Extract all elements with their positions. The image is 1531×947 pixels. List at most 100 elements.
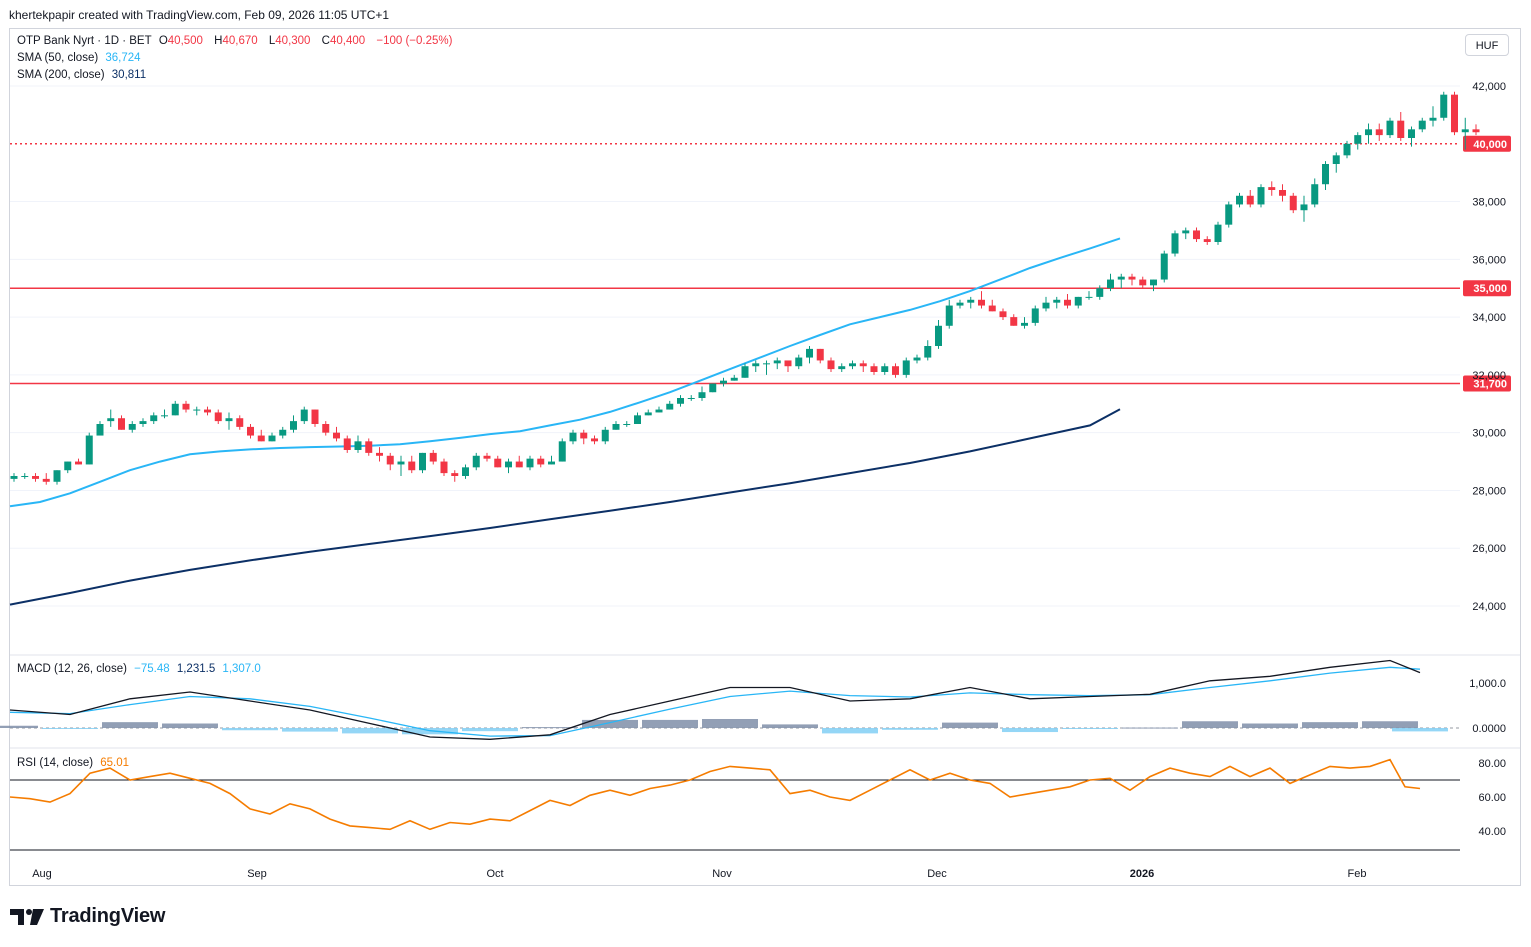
candle-body (193, 409, 201, 411)
macd-histogram-bar (462, 728, 518, 732)
candle-body (472, 455, 480, 468)
candle (795, 354, 803, 370)
candle (1182, 227, 1190, 240)
candle (558, 438, 566, 462)
symbol-legend: OTP Bank Nyrt · 1D · BET O40,500 H40,670… (17, 35, 456, 47)
macd-signal-value: 1,307.0 (222, 663, 261, 675)
candle (376, 447, 383, 462)
macd-legend[interactable]: MACD (12, 26, close) −75.48 1,231.5 1,30… (17, 663, 265, 675)
candle-body (1246, 195, 1254, 205)
candle (730, 374, 738, 381)
candle-body (988, 305, 996, 312)
macd-histogram-bar (1182, 721, 1238, 728)
candle (773, 357, 781, 370)
candle (1429, 106, 1437, 127)
candle (806, 346, 813, 364)
candle (451, 470, 459, 482)
sma200-line (9, 408, 1121, 606)
candle-body (290, 421, 297, 430)
candle-body (139, 421, 147, 424)
candle (204, 406, 211, 416)
candle (687, 395, 695, 401)
candle (741, 363, 749, 378)
candle (752, 360, 760, 372)
candle (182, 400, 190, 413)
sma200-label: SMA (200, close) (17, 69, 105, 81)
candle-body (1451, 94, 1458, 133)
candle-body (225, 418, 233, 422)
candle-body (408, 461, 416, 471)
candle (1150, 279, 1157, 292)
rsi-legend[interactable]: RSI (14, close) 65.01 (17, 757, 133, 769)
candle-body (236, 418, 244, 427)
price-tick-label: 28,000 (1472, 485, 1506, 497)
price-tick-label: 24,000 (1472, 601, 1506, 613)
candle (161, 409, 168, 419)
candle-body (429, 452, 437, 462)
candle-body (1150, 279, 1157, 286)
macd-histogram-bar (282, 728, 338, 732)
candle (935, 320, 942, 349)
candle-body (505, 461, 512, 468)
candle (1107, 273, 1114, 292)
sma50-series (9, 237, 1121, 508)
macd-label: MACD (12, 26, close) (17, 663, 127, 675)
candle-body (333, 432, 340, 439)
candle-body (655, 409, 663, 413)
candle (967, 296, 975, 309)
candle (1408, 126, 1415, 147)
candle-body (376, 452, 383, 456)
candle-body (956, 302, 964, 306)
candle (225, 412, 233, 430)
candle-body (634, 415, 641, 424)
macd-histogram-bar (942, 722, 998, 728)
candle (666, 400, 674, 410)
currency-button[interactable]: HUF (1465, 34, 1509, 56)
candle (1322, 161, 1329, 190)
candle (247, 424, 254, 439)
candle (1343, 140, 1351, 159)
candle-body (1031, 308, 1039, 323)
price-tick-label: 36,000 (1472, 254, 1506, 266)
candle (419, 452, 426, 474)
candle-body (257, 435, 265, 442)
price-tick-label: 26,000 (1472, 543, 1506, 555)
candle (42, 473, 50, 485)
candle-body (1117, 276, 1125, 280)
candle-body (161, 415, 168, 417)
candle-body (1010, 317, 1018, 326)
symbol-title[interactable]: OTP Bank Nyrt · 1D · BET (17, 35, 152, 47)
rsi-label: RSI (14, close) (17, 757, 94, 769)
candle (634, 412, 641, 424)
time-tick-label: Nov (712, 868, 732, 880)
price-tick-label: 42,000 (1472, 81, 1506, 93)
candle (1311, 178, 1319, 208)
candle-body (1096, 288, 1104, 297)
macd-histogram-bar (102, 722, 158, 728)
candle (612, 421, 620, 430)
rsi-tick-label: 80.00 (1478, 758, 1506, 770)
price-level-tag (1463, 280, 1511, 297)
candle (569, 429, 577, 445)
candle-body (1257, 187, 1265, 205)
candle-body (730, 377, 738, 381)
sma200-legend[interactable]: SMA (200, close) 30,811 (17, 69, 150, 81)
candle (483, 452, 491, 462)
candle (1257, 184, 1265, 208)
candle (311, 409, 319, 427)
price-level-label: 31,700 (1473, 379, 1507, 391)
macd-histogram-bar (582, 719, 638, 728)
candle-body (612, 424, 620, 430)
candle (1042, 296, 1050, 312)
sma50-legend[interactable]: SMA (50, close) 36,724 (17, 52, 145, 64)
candle (1268, 181, 1276, 196)
high-value: 40,670 (222, 35, 258, 47)
time-tick-label: Feb (1348, 868, 1367, 880)
chart-frame[interactable] (9, 28, 1521, 886)
price-tick-label: 38,000 (1472, 197, 1506, 209)
brand-name[interactable]: TradingView (50, 905, 166, 927)
candle-body (709, 383, 717, 393)
sma50-line (9, 237, 1121, 508)
candle-body (892, 366, 899, 375)
